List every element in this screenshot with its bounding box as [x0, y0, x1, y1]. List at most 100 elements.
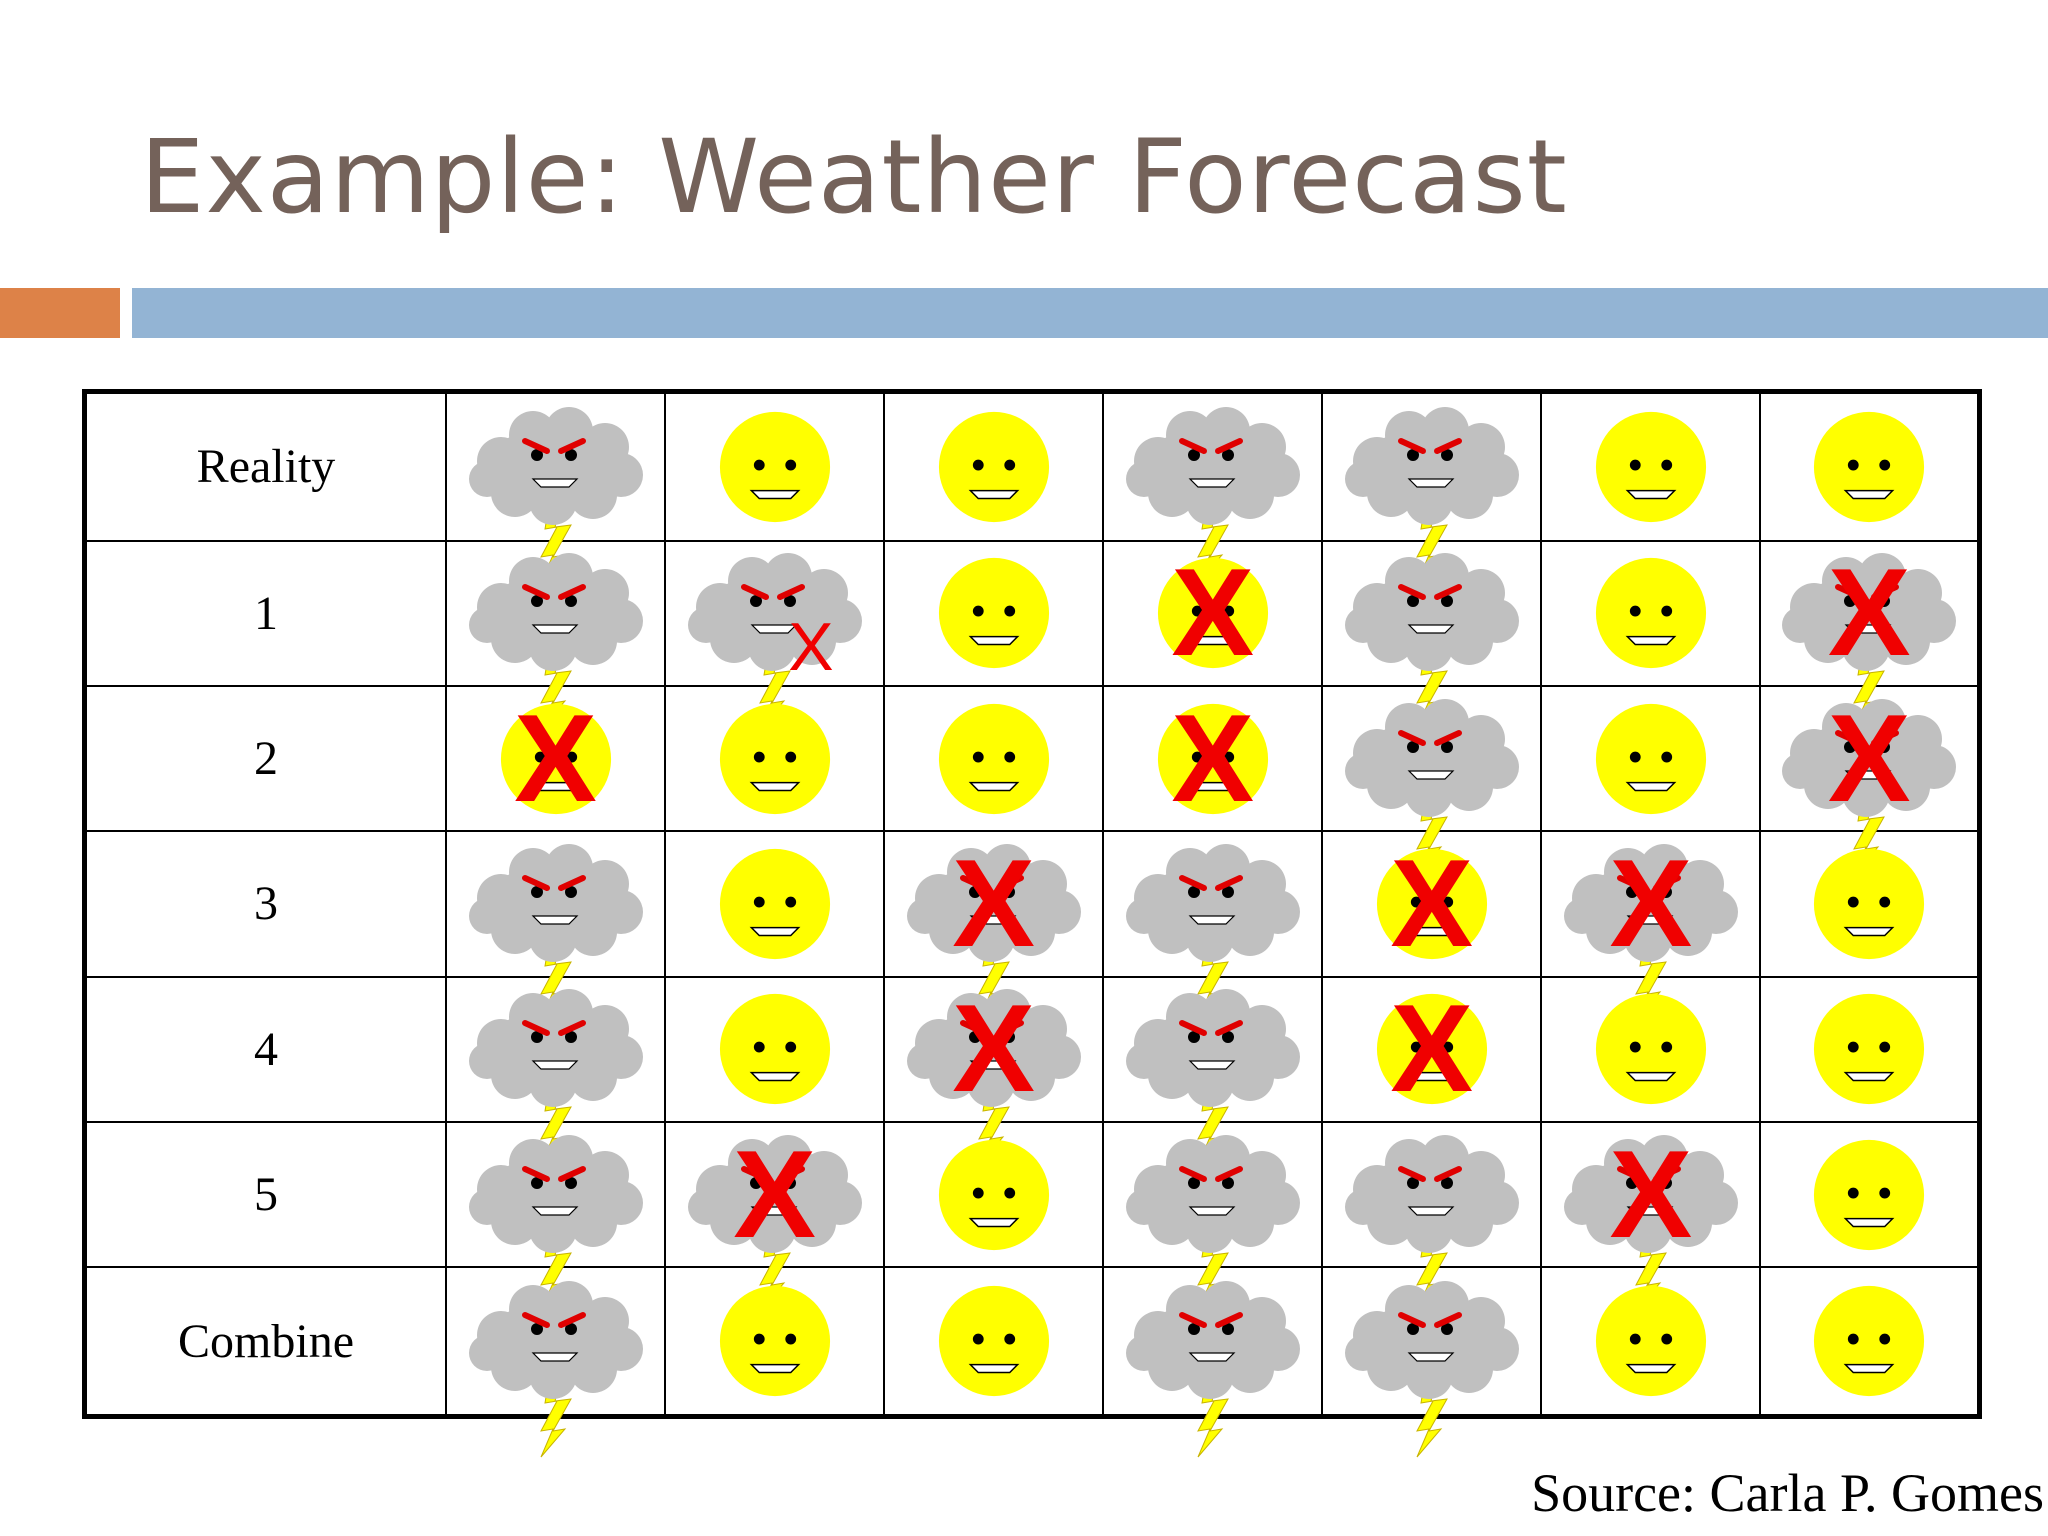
- cell-content: [1323, 1268, 1540, 1458]
- forecast-cell: [1759, 390, 1981, 542]
- cell-content: [1323, 542, 1540, 730]
- cell-content: [447, 1123, 664, 1311]
- storm-cloud-icon: [1782, 553, 1957, 730]
- forecast-cell: [664, 1266, 886, 1418]
- cell-content: [447, 394, 664, 584]
- table-row: Reality: [83, 390, 1981, 584]
- sun-face-icon: [1814, 994, 1925, 1105]
- forecast-cell: X: [664, 539, 886, 730]
- row-label: 5: [83, 1120, 447, 1269]
- forecast-cell: [1321, 684, 1543, 875]
- table-row: 4 X X: [83, 975, 1981, 1166]
- sun-face-icon: [1376, 848, 1487, 960]
- cell-content: [1323, 687, 1540, 875]
- sun-face-icon: [938, 703, 1049, 814]
- cell-content: X: [666, 542, 883, 730]
- cell-content: X: [666, 1123, 883, 1311]
- forecast-cell: [883, 684, 1105, 833]
- row-label: 2: [83, 684, 447, 833]
- cell-content: [447, 832, 664, 1021]
- storm-cloud-icon: [468, 406, 643, 584]
- forecast-cell: X: [1321, 975, 1543, 1123]
- sun-face-icon: [1595, 994, 1706, 1105]
- cell-content: [1542, 1268, 1759, 1414]
- forecast-cell: [664, 390, 886, 542]
- forecast-cell: [1759, 830, 1981, 978]
- cell-content: [1104, 1123, 1321, 1311]
- row-label: Reality: [83, 390, 447, 542]
- sun-face-icon: [719, 848, 830, 960]
- cell-content: [666, 832, 883, 975]
- cell-content: [1761, 1268, 1977, 1414]
- forecast-cell: [1540, 390, 1762, 542]
- cell-content: [1542, 687, 1759, 830]
- forecast-cell: [1102, 975, 1324, 1166]
- accent-bar-orange: [0, 288, 120, 338]
- storm-cloud-icon: [906, 843, 1081, 1021]
- forecast-cell: [1102, 1266, 1324, 1458]
- forecast-cell: X: [444, 684, 667, 833]
- cell-content: [1542, 978, 1759, 1121]
- sun-face-icon: [719, 703, 830, 814]
- forecast-cell: [1102, 390, 1324, 584]
- cell-content: X: [1323, 978, 1540, 1121]
- cell-content: [1542, 394, 1759, 540]
- forecast-cell: [883, 1120, 1105, 1269]
- cell-content: [447, 978, 664, 1166]
- forecast-table-body: Reality 1 X X X 2 X X X 3 X X X 4 X X 5 X X Combine: [83, 390, 1981, 1458]
- sun-face-icon: [1814, 1139, 1925, 1250]
- forecast-cell: [1759, 1266, 1981, 1418]
- cell-content: X: [1323, 832, 1540, 975]
- storm-cloud-icon: [1125, 843, 1300, 1021]
- row-label: 3: [83, 830, 447, 978]
- cell-content: [1761, 978, 1977, 1121]
- sun-face-icon: [1157, 558, 1268, 669]
- cell-content: [885, 1268, 1102, 1414]
- sun-face-icon: [938, 558, 1049, 669]
- forecast-cell: [664, 830, 886, 978]
- forecast-cell: X: [883, 830, 1105, 1021]
- sun-face-icon: [719, 411, 830, 522]
- forecast-cell: [444, 539, 667, 730]
- cell-content: [1104, 832, 1321, 1021]
- forecast-cell: [1759, 1120, 1981, 1269]
- forecast-cell: [1321, 390, 1543, 584]
- cell-content: [1542, 542, 1759, 685]
- forecast-cell: X: [1102, 684, 1324, 833]
- cell-content: X: [1542, 832, 1759, 1021]
- storm-cloud-icon: [468, 1281, 643, 1458]
- cell-content: X: [1761, 542, 1977, 730]
- slide-title: Example: Weather Forecast: [140, 118, 1568, 237]
- forecast-cell: X: [1759, 539, 1981, 730]
- cell-content: [885, 1123, 1102, 1266]
- sun-face-icon: [1814, 411, 1925, 522]
- cell-content: X: [885, 978, 1102, 1166]
- forecast-cell: [444, 1266, 667, 1458]
- sun-face-icon: [500, 703, 611, 814]
- cell-content: [1104, 1268, 1321, 1458]
- forecast-cell: [444, 1120, 667, 1311]
- cell-content: [666, 978, 883, 1121]
- forecast-cell: [1102, 830, 1324, 1021]
- sun-face-icon: [938, 1286, 1049, 1397]
- forecast-cell: [1540, 975, 1762, 1123]
- cell-content: [666, 1268, 883, 1414]
- forecast-cell: [1102, 1120, 1324, 1311]
- storm-cloud-icon: [468, 843, 643, 1021]
- storm-cloud-icon: [1344, 406, 1519, 584]
- cell-content: [885, 542, 1102, 685]
- forecast-cell: X: [1321, 830, 1543, 978]
- table-row: 5 X X: [83, 1120, 1981, 1311]
- forecast-table: Reality 1 X X X 2 X X X 3 X X X 4 X X 5 X X Combine: [82, 389, 1982, 1458]
- row-label: 1: [83, 539, 447, 687]
- forecast-cell: X: [883, 975, 1105, 1166]
- forecast-cell: [444, 390, 667, 584]
- source-credit: Source: Carla P. Gomes: [1531, 1463, 2044, 1523]
- sun-face-icon: [938, 1139, 1049, 1250]
- forecast-cell: [1540, 539, 1762, 687]
- cell-content: [1761, 394, 1977, 540]
- forecast-cell: [664, 975, 886, 1123]
- forecast-cell: X: [1540, 1120, 1762, 1311]
- cell-content: [1761, 1123, 1977, 1266]
